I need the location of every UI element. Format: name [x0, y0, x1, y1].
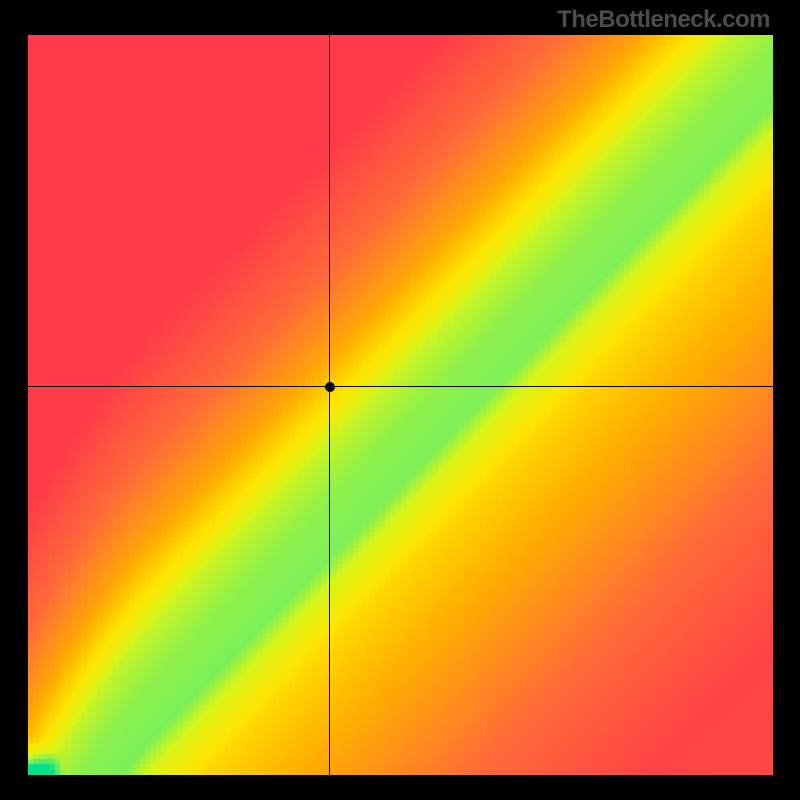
crosshair-horizontal: [28, 386, 773, 387]
chart-frame: TheBottleneck.com: [0, 0, 800, 800]
crosshair-marker: [325, 382, 335, 392]
plot-area: [28, 35, 773, 775]
heatmap-canvas: [28, 35, 773, 775]
crosshair-vertical: [329, 35, 330, 775]
watermark-text: TheBottleneck.com: [557, 6, 770, 34]
